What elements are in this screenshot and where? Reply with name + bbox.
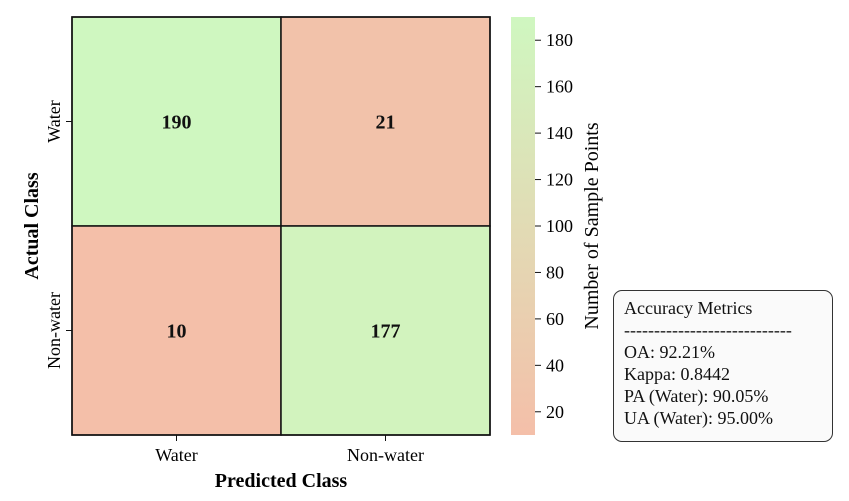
y-axis-title: Actual Class	[21, 172, 43, 279]
colorbar-tick-label: 20	[546, 402, 564, 422]
metric-oa: OA: 92.21%	[624, 342, 715, 362]
plot-frame	[71, 16, 491, 436]
accuracy-metrics-box: Accuracy Metrics -----------------------…	[613, 290, 833, 442]
colorbar-tick-label: 180	[546, 30, 573, 50]
heatmap-cell	[280, 225, 491, 436]
heatmap-cells: 190 21 10 177	[71, 16, 491, 436]
colorbar-gradient	[511, 17, 535, 435]
metric-kappa: Kappa: 0.8442	[624, 364, 730, 384]
y-tick-label: Water	[44, 100, 64, 143]
metrics-separator: ----------------------------	[624, 320, 792, 340]
cell-value-label: 177	[371, 321, 401, 343]
cell-value-label: 190	[162, 112, 192, 134]
colorbar: 20 40 60 80 100 120 140 160 180 Number of Sample …	[511, 17, 603, 435]
colorbar-title: Number of Sample Points	[581, 122, 603, 329]
cell-value-label: 10	[167, 321, 187, 343]
colorbar-tick-label: 140	[546, 123, 573, 143]
axes: Water Non-water Water Non-water Predicted Cl…	[21, 16, 491, 492]
colorbar-tick-label: 60	[546, 309, 564, 329]
metric-ua-water: UA (Water): 95.00%	[624, 408, 774, 428]
metrics-title: Accuracy Metrics	[624, 298, 753, 318]
heatmap-cell	[71, 16, 282, 227]
metric-pa-water: PA (Water): 90.05%	[624, 386, 769, 406]
heatmap-cell	[71, 225, 282, 436]
colorbar-tick-label: 120	[546, 170, 573, 190]
y-tick-label: Non-water	[44, 292, 64, 369]
cell-value-label: 21	[376, 112, 396, 134]
x-tick-label: Water	[155, 445, 198, 465]
colorbar-tick-label: 160	[546, 77, 573, 97]
x-axis-title: Predicted Class	[215, 470, 348, 492]
colorbar-tick-label: 100	[546, 216, 573, 236]
colorbar-tick-label: 80	[546, 262, 564, 282]
colorbar-tick-label: 40	[546, 355, 564, 375]
x-tick-label: Non-water	[347, 445, 424, 465]
